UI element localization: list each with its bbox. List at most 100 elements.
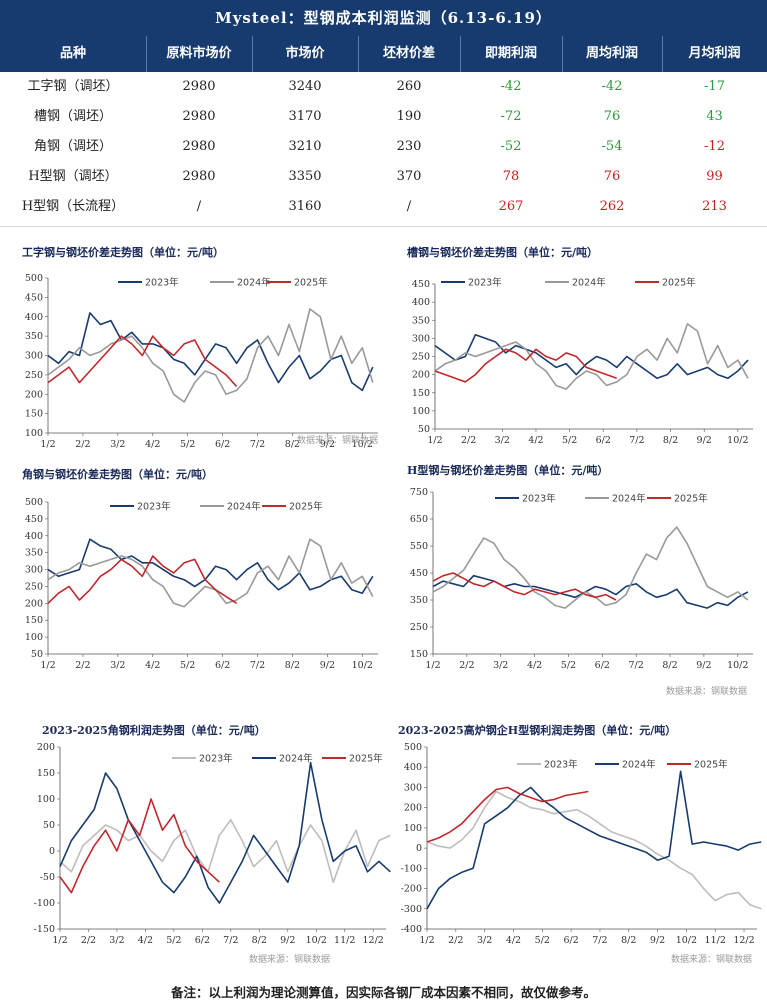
x-tick-label: 9/2 — [696, 660, 711, 671]
y-tick-label: 400 — [25, 531, 43, 542]
y-tick-label: 150 — [25, 615, 43, 626]
series-line-1 — [426, 790, 762, 910]
series-line-2 — [426, 770, 762, 910]
x-tick-label: 4/2 — [145, 660, 160, 671]
x-tick-label: 8/2 — [285, 660, 300, 671]
x-tick-label: 7/2 — [629, 660, 644, 671]
col-header-variety: 品种 — [0, 36, 147, 72]
x-tick-label: 2/2 — [75, 660, 90, 671]
series-line-1 — [59, 819, 391, 883]
y-tick-label: -200 — [401, 884, 422, 895]
y-tick-label: 450 — [412, 279, 430, 290]
table-row: 工字钢（调坯） 2980 3240 260 -42 -42 -17 — [0, 72, 767, 102]
x-tick-label: 12/2 — [733, 935, 754, 946]
legend-label: 2023年 — [544, 759, 578, 771]
series-line-2 — [434, 323, 749, 390]
col-header-market-price: 市场价 — [252, 36, 359, 72]
y-tick-label: 250 — [25, 370, 43, 381]
series-line-1 — [432, 574, 749, 609]
legend-label: 2025年 — [662, 277, 696, 289]
x-tick-label: 8/2 — [662, 660, 677, 671]
y-tick-label: 150 — [37, 768, 55, 779]
x-tick-label: 1/2 — [52, 935, 67, 946]
y-tick-label: 500 — [25, 497, 43, 508]
y-tick-label: 100 — [25, 632, 43, 643]
y-tick-label: 350 — [25, 331, 43, 342]
x-tick-label: 3/2 — [109, 935, 124, 946]
cell-raw-price: 2980 — [182, 109, 216, 124]
y-tick-label: 200 — [37, 742, 55, 753]
series-line-1 — [47, 538, 374, 594]
chart-title: H型钢与钢坯价差走势图（单位：元/吨） — [407, 463, 608, 477]
table-row: H型钢（调坯） 2980 3350 370 78 76 99 — [0, 162, 767, 192]
y-tick-label: 200 — [412, 370, 430, 381]
cell-monthly-profit: -17 — [704, 79, 725, 94]
x-tick-label: 6/2 — [215, 439, 230, 450]
col-header-monthly-profit: 月均利润 — [688, 46, 741, 61]
x-tick-label: 2/2 — [459, 660, 474, 671]
y-tick-label: 50 — [418, 424, 430, 435]
x-tick-label: 7/2 — [629, 435, 644, 446]
series-line-1 — [47, 312, 374, 392]
cell-spot-profit: 267 — [498, 199, 524, 214]
cell-raw-price: / — [196, 199, 202, 214]
x-tick-label: 3/2 — [110, 660, 125, 671]
legend-label: 2025年 — [289, 501, 323, 513]
table-row: H型钢（长流程） / 3160 / 267 262 213 — [0, 192, 767, 222]
x-tick-label: 12/2 — [363, 935, 384, 946]
series-line-3 — [47, 555, 238, 604]
cell-variety: H型钢（调坯） — [28, 169, 118, 184]
section-divider — [0, 226, 767, 227]
x-tick-label: 5/2 — [166, 935, 181, 946]
series-line-1 — [434, 334, 749, 380]
x-tick-label: 8/2 — [285, 439, 300, 450]
chart-source: 数据来源：钢联数据 — [249, 953, 330, 965]
cell-monthly-profit: -12 — [704, 139, 725, 154]
x-tick-label: 6/2 — [596, 435, 611, 446]
y-tick-label: 300 — [25, 565, 43, 576]
cell-market-price: 3170 — [288, 109, 322, 124]
cell-raw-price: 2980 — [182, 169, 216, 184]
cell-variety: 角钢（调坯） — [33, 139, 112, 154]
x-tick-label: 8/2 — [252, 935, 267, 946]
x-tick-label: 10/2 — [352, 439, 373, 450]
footnote: 备注：以上利润为理论测算值，因实际各钢厂成本因素不相同，故仅做参考。 — [170, 985, 596, 1000]
y-tick-label: 150 — [412, 388, 430, 399]
y-tick-label: 200 — [25, 598, 43, 609]
x-tick-label: 7/2 — [592, 935, 607, 946]
legend-label: 2025年 — [694, 759, 728, 771]
y-tick-label: 550 — [410, 541, 428, 552]
series-line-3 — [426, 786, 589, 843]
y-tick-label: 100 — [404, 823, 422, 834]
y-tick-label: -50 — [40, 872, 55, 883]
chart-angle-spread: 角钢与钢坯价差走势图（单位：元/吨） 50 100 150 200 250 300 350 40… — [22, 467, 378, 671]
x-tick-label: 1/2 — [40, 660, 55, 671]
x-tick-label: 2/2 — [461, 435, 476, 446]
legend-label: 2024年 — [612, 493, 646, 505]
cell-weekly-profit: -54 — [601, 139, 623, 154]
x-tick-label: 4/2 — [528, 435, 543, 446]
x-tick-label: 4/2 — [506, 935, 521, 946]
y-tick-label: 250 — [25, 581, 43, 592]
series-line-2 — [47, 308, 374, 403]
legend-label: 2025年 — [294, 277, 328, 289]
x-tick-label: 9/2 — [280, 935, 295, 946]
x-tick-label: 7/2 — [250, 660, 265, 671]
col-header-spread: 坯材价差 — [358, 36, 461, 72]
chart-title: 2023-2025高炉钢企H型钢利润走势图（单位：元/吨） — [398, 723, 676, 737]
legend-label: 2023年 — [145, 277, 179, 289]
x-tick-label: 3/2 — [493, 660, 508, 671]
col-header-raw-price: 原料市场价 — [146, 36, 253, 72]
x-tick-label: 3/2 — [495, 435, 510, 446]
cell-spread: 260 — [396, 79, 422, 94]
series-line-3 — [47, 335, 238, 388]
x-tick-label: 6/2 — [195, 935, 210, 946]
y-tick-label: 350 — [410, 595, 428, 606]
chart-channel-spread: 槽钢与钢坯价差走势图（单位：元/吨） 50 100 150 200 250 300 350 40… — [407, 245, 753, 446]
x-tick-label: 8/2 — [621, 935, 636, 946]
y-tick-label: 400 — [25, 312, 43, 323]
y-tick-label: 0 — [49, 846, 55, 857]
page-title: Mysteel：型钢成本利润监测（6.13-6.19） — [0, 0, 767, 36]
y-tick-label: 150 — [25, 409, 43, 420]
cell-spot-profit: -42 — [500, 79, 522, 94]
